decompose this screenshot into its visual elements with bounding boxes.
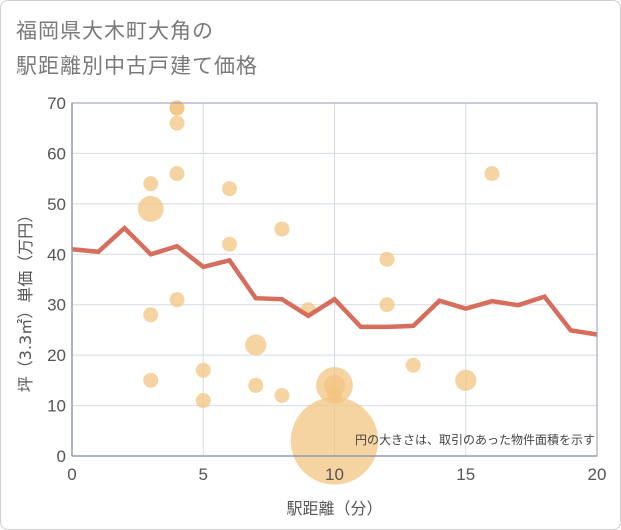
bubble-point (143, 372, 159, 388)
bubble-point (405, 357, 421, 373)
bubble-point (274, 221, 290, 237)
bubble-point (484, 166, 500, 182)
bubble-point (195, 393, 211, 409)
x-axis-label: 駅距離（分） (286, 499, 382, 518)
line-layer (71, 224, 598, 337)
bubble-point (245, 334, 267, 356)
bubble-point (379, 297, 395, 313)
tick-labels: 0 10 20 30 40 50 60 70 0 5 10 15 20 (47, 94, 606, 484)
x-tick-label: 5 (199, 465, 208, 484)
average-price-line (71, 224, 598, 337)
bubble-point (248, 377, 264, 393)
bubble-point (169, 100, 185, 116)
axes (71, 102, 598, 457)
bubble-point (290, 397, 379, 485)
y-tick-label: 60 (47, 144, 66, 163)
y-tick-label: 0 (57, 447, 66, 466)
x-tick-label: 10 (325, 465, 344, 484)
x-tick-label: 15 (456, 465, 475, 484)
bubble-point (169, 292, 185, 308)
y-tick-label: 30 (47, 296, 66, 315)
x-tick-label: 20 (588, 465, 607, 484)
y-tick-label: 50 (47, 195, 66, 214)
y-tick-label: 10 (47, 397, 66, 416)
bubble-point (222, 236, 237, 252)
chart-title: 福岡県大木町大角の 駅距離別中古戸建て価格 (16, 19, 258, 78)
bubble-layer (137, 100, 500, 485)
bubble-point (222, 181, 237, 197)
bubble-point (274, 387, 290, 403)
bubble-point (143, 307, 159, 323)
y-tick-label: 70 (47, 94, 66, 113)
y-axis-label: 坪（3.3㎡）単価（万円） (16, 207, 35, 392)
x-tick-label: 0 (67, 465, 76, 484)
bubble-size-note: 円の大きさは、取引のあった物件面積を示す (355, 432, 595, 447)
bubble-point (143, 176, 159, 192)
bubble-point (169, 115, 185, 131)
bubble-point (195, 362, 211, 378)
bubble-point (455, 369, 477, 391)
y-tick-label: 20 (47, 346, 66, 365)
y-tick-label: 40 (47, 245, 66, 264)
bubble-point (379, 251, 395, 267)
bubble-point (137, 195, 164, 222)
bubble-point (169, 166, 185, 182)
